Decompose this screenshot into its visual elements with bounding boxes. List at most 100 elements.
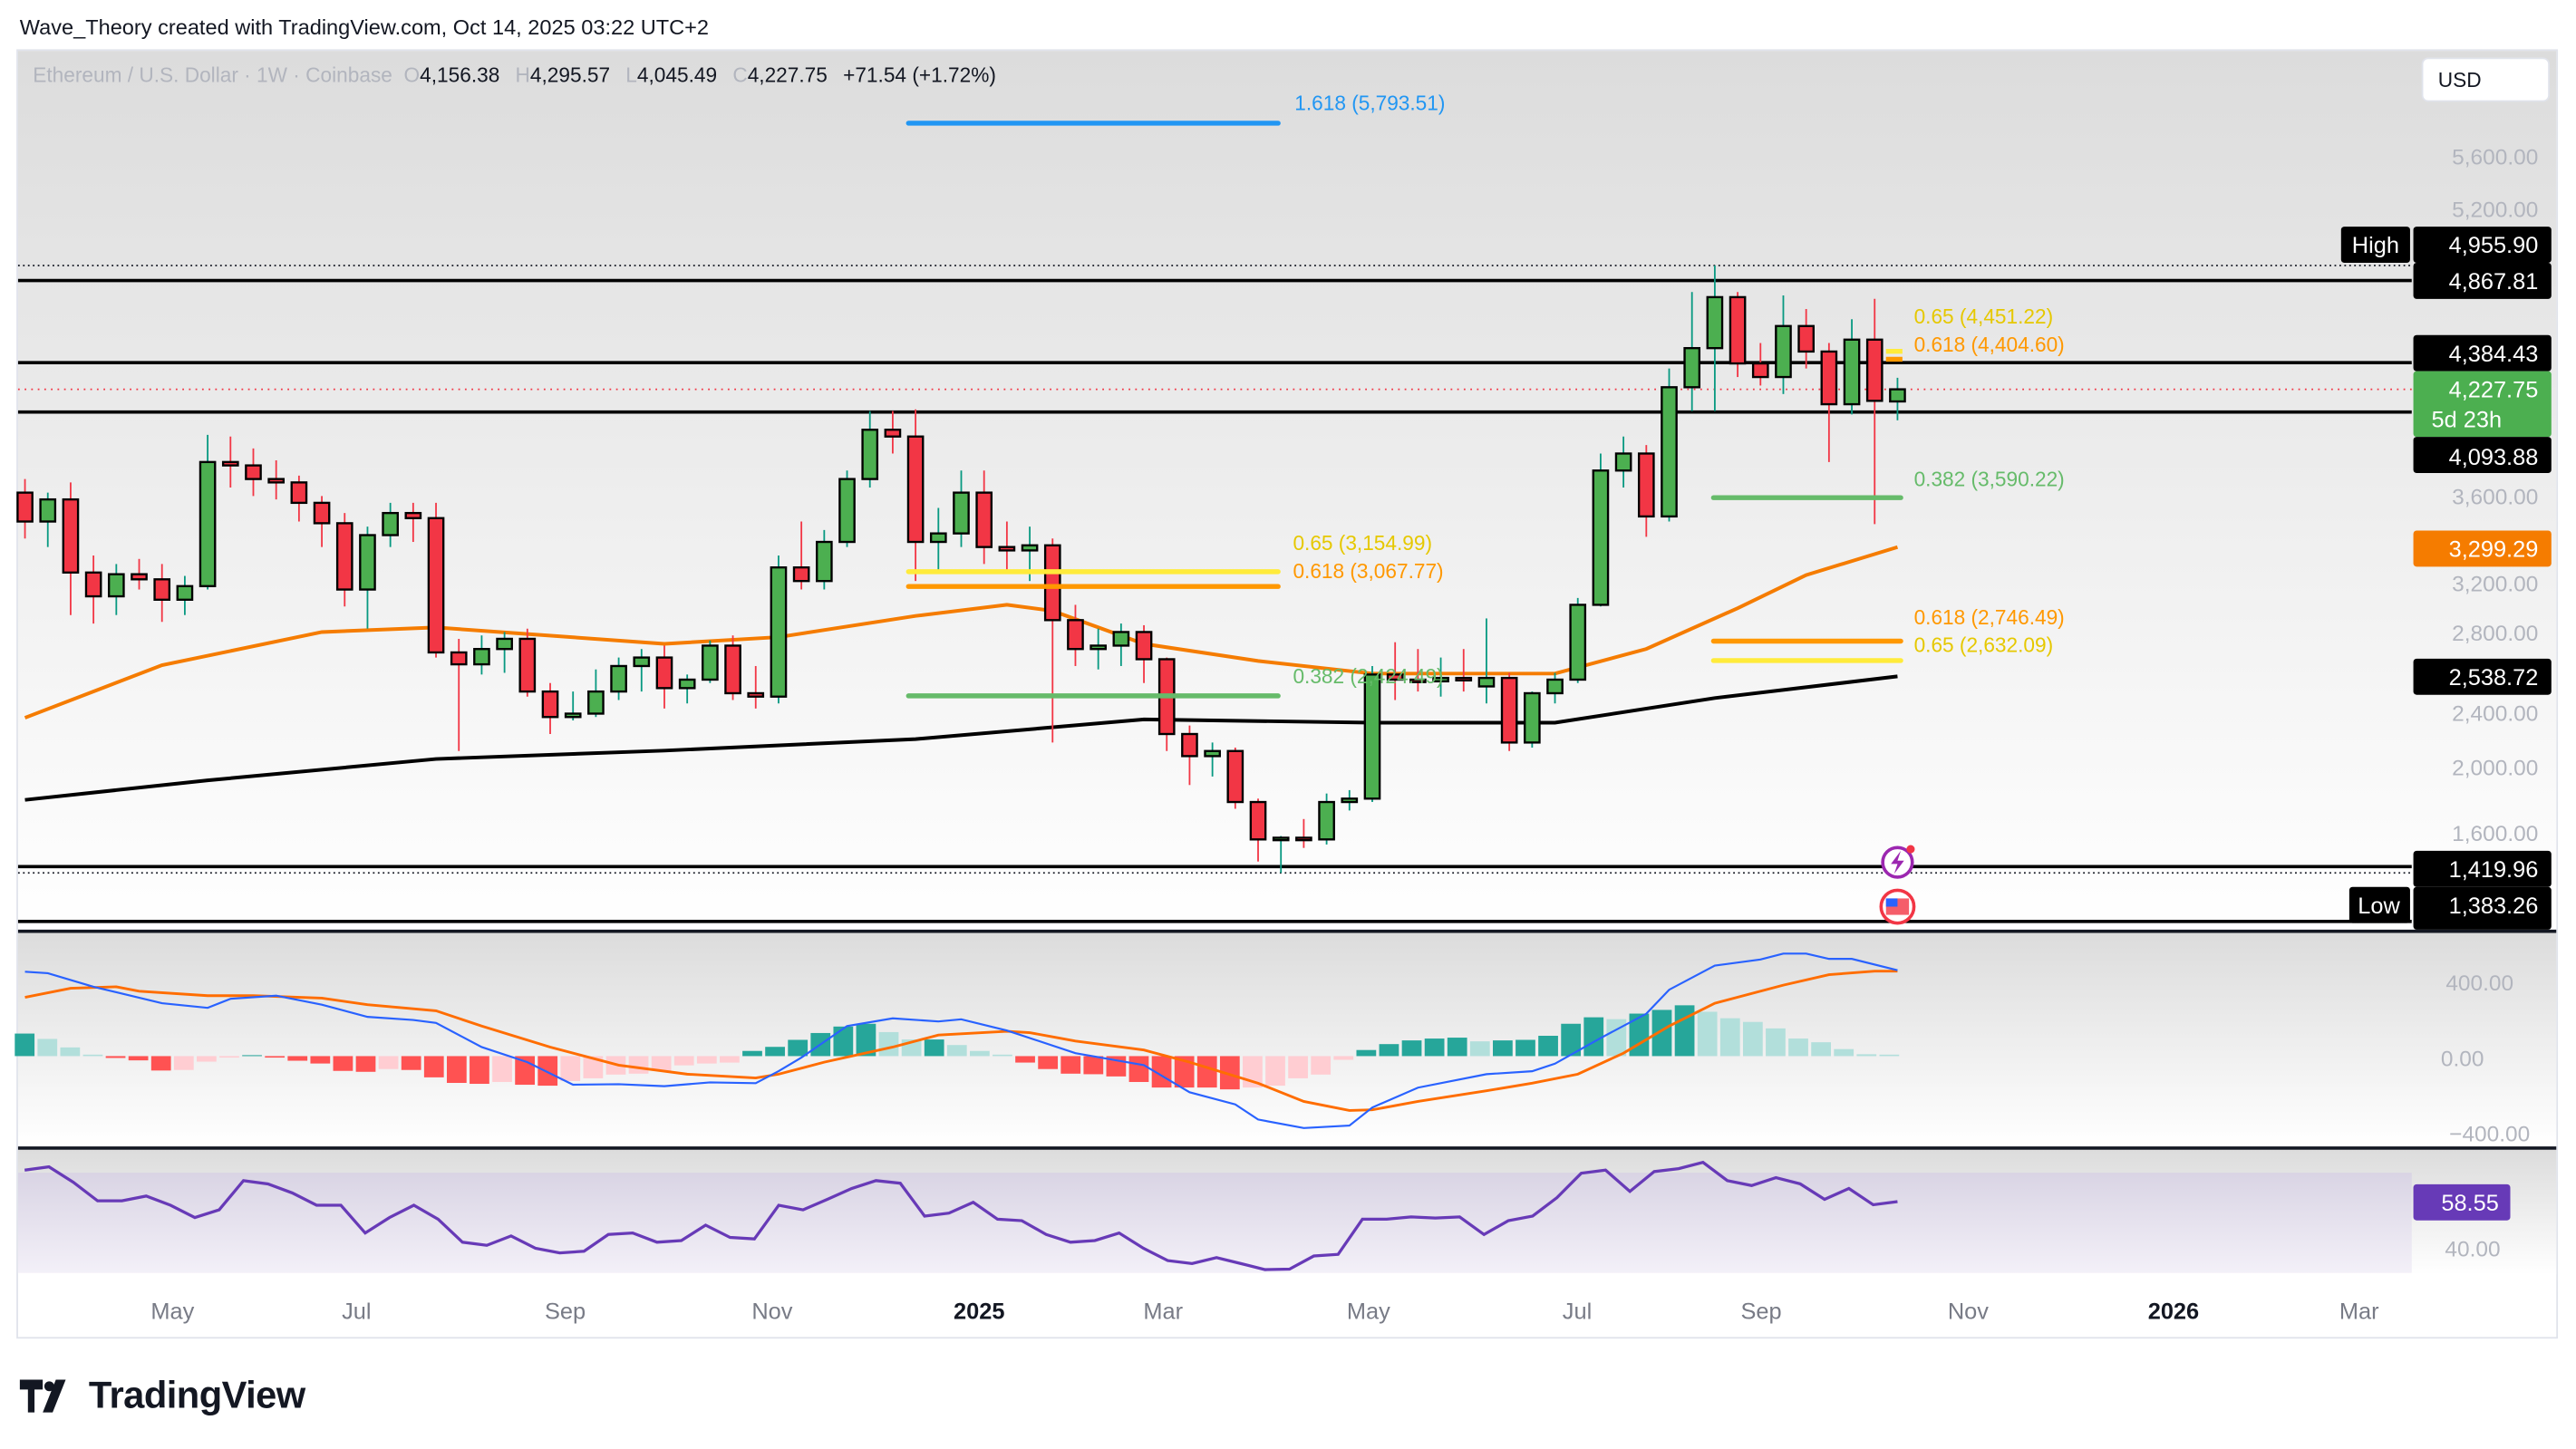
candle[interactable] [1775, 295, 1792, 394]
candle[interactable] [1181, 725, 1198, 786]
candle[interactable] [1455, 649, 1473, 692]
candle[interactable] [221, 436, 239, 488]
candle[interactable] [1067, 604, 1084, 666]
candle[interactable] [335, 513, 353, 607]
candle[interactable] [176, 575, 194, 615]
candle[interactable] [1546, 672, 1564, 704]
candle[interactable] [1477, 618, 1496, 704]
candle[interactable] [1500, 672, 1518, 751]
candle[interactable] [313, 496, 331, 547]
candle[interactable] [1661, 368, 1678, 522]
candle[interactable] [16, 478, 34, 539]
candle[interactable] [153, 564, 171, 623]
candle[interactable] [1386, 642, 1404, 700]
candle[interactable] [702, 640, 719, 683]
tradingview-logo[interactable]: TradingView [19, 1373, 305, 1417]
candle[interactable] [747, 665, 765, 709]
candle-body [998, 546, 1016, 552]
candle[interactable] [1843, 319, 1861, 415]
candle[interactable] [861, 411, 879, 488]
candle[interactable] [1363, 665, 1381, 803]
candle[interactable] [815, 529, 833, 590]
candle[interactable] [1569, 597, 1587, 683]
candle[interactable] [1341, 789, 1359, 811]
main-pane[interactable] [17, 51, 2557, 932]
candle[interactable] [975, 470, 993, 565]
candle[interactable] [1135, 624, 1153, 683]
candle[interactable] [884, 411, 902, 454]
candle[interactable] [906, 409, 925, 582]
candle[interactable] [1295, 818, 1312, 848]
candle[interactable] [953, 470, 970, 547]
candle[interactable] [1524, 691, 1541, 749]
candle[interactable] [1889, 377, 1906, 420]
candle[interactable] [998, 521, 1016, 573]
candle[interactable] [107, 564, 125, 615]
ema-slow-line[interactable] [24, 674, 1898, 802]
candle[interactable] [610, 657, 627, 700]
candle[interactable] [1432, 657, 1449, 697]
candle[interactable] [427, 502, 445, 658]
rsi-axis[interactable]: 58.55 40.00 [2413, 1183, 2511, 1262]
candle[interactable] [929, 507, 947, 573]
candle-body [313, 501, 331, 525]
candle[interactable] [1112, 623, 1130, 666]
candle[interactable] [382, 502, 399, 547]
candle[interactable] [1729, 292, 1747, 378]
candle[interactable] [1272, 836, 1290, 874]
candle[interactable] [473, 635, 490, 675]
candle[interactable] [1706, 265, 1724, 411]
candle[interactable] [564, 691, 582, 720]
candle[interactable] [359, 526, 376, 629]
macd-pane[interactable] [17, 932, 2557, 1147]
candle[interactable] [496, 632, 513, 673]
candle-body [1843, 338, 1861, 406]
candle[interactable] [404, 502, 422, 543]
candle[interactable] [1683, 292, 1701, 411]
candle[interactable] [1592, 453, 1610, 607]
candle[interactable] [1318, 793, 1335, 845]
candle[interactable] [724, 635, 741, 700]
candle[interactable] [1751, 343, 1769, 386]
candle[interactable] [770, 555, 788, 704]
fib-label-0382: 0.382 (3,590.22) [1914, 468, 2065, 491]
candle[interactable] [1820, 343, 1838, 462]
candle[interactable] [1614, 436, 1632, 488]
candle[interactable] [450, 638, 468, 751]
candle[interactable] [290, 475, 308, 522]
candle[interactable] [131, 558, 148, 590]
candle[interactable] [1865, 298, 1884, 525]
candle[interactable] [199, 434, 217, 590]
candle[interactable] [541, 682, 559, 735]
candle[interactable] [655, 645, 673, 709]
candle[interactable] [1204, 742, 1221, 777]
currency-button[interactable]: USD [2421, 57, 2550, 102]
price-axis[interactable]: 5,600.00 5,200.00 3,600.00 3,200.00 2,80… [2452, 145, 2538, 846]
rsi-line[interactable] [24, 1160, 1898, 1271]
candle[interactable] [84, 555, 102, 624]
symbol-legend[interactable]: Ethereum / U.S. Dollar · 1W · Coinbase O… [33, 64, 1006, 87]
candle[interactable] [1226, 748, 1244, 809]
candle[interactable] [267, 459, 286, 500]
candle[interactable] [62, 482, 80, 615]
candle[interactable] [39, 492, 57, 547]
macd-axis[interactable]: 400.00 0.00 −400.00 [2441, 971, 2530, 1147]
candle[interactable] [245, 448, 262, 497]
level-value: 4,867.81 [2449, 269, 2539, 295]
macd-signal-line[interactable] [24, 970, 1898, 1112]
candle[interactable] [1797, 309, 1815, 369]
candle[interactable] [1409, 649, 1427, 692]
candle[interactable] [633, 649, 651, 692]
candle[interactable] [1249, 798, 1267, 862]
time-axis[interactable]: May Jul Sep Nov 2025 Mar May Jul Sep Nov… [150, 1299, 2379, 1324]
candle[interactable] [1089, 628, 1107, 670]
candle[interactable] [838, 470, 856, 547]
candle[interactable] [792, 521, 810, 590]
candle[interactable] [1637, 445, 1655, 537]
macd-histogram-bar [1015, 1056, 1035, 1063]
candle[interactable] [678, 674, 696, 704]
macd-line[interactable] [24, 952, 1898, 1129]
candle[interactable] [518, 628, 537, 697]
candle[interactable] [587, 669, 605, 718]
